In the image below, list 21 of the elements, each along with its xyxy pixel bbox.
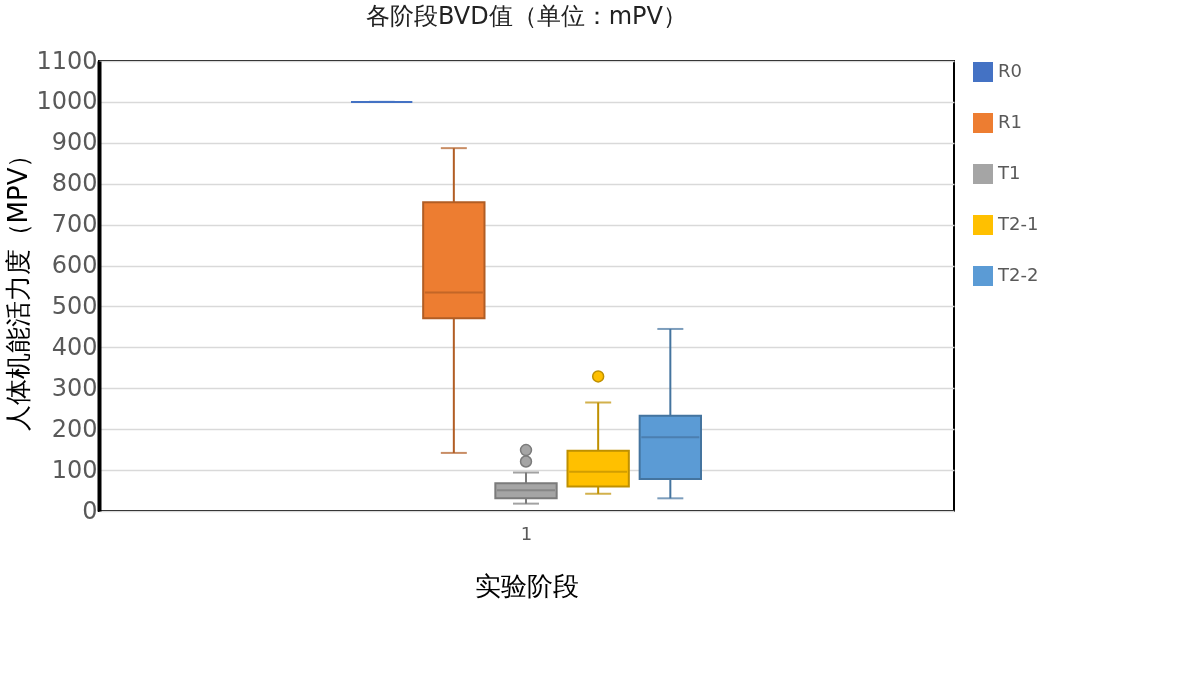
y-tick-label: 1100 (36, 46, 98, 75)
y-tick-label: 0 (82, 496, 98, 525)
y-tick-label: 400 (51, 332, 98, 361)
y-tick-label: 200 (51, 414, 98, 443)
y-tick-label: 900 (51, 128, 98, 157)
legend-label: R0 (998, 60, 1022, 81)
x-tick-label: 1 (520, 522, 533, 544)
y-tick-label: 1000 (36, 87, 98, 116)
chart-title: 各阶段BVD值（单位：mPV） (366, 2, 687, 30)
y-tick-label: 100 (51, 455, 98, 484)
legend-label: T2-2 (997, 264, 1039, 285)
legend-label: T2-1 (997, 213, 1039, 234)
y-tick-label: 800 (51, 169, 98, 198)
y-tick-label: 500 (51, 291, 98, 320)
x-axis-title: 实验阶段 (475, 570, 579, 601)
y-axis-title: 人体机能活力度（MPV） (3, 141, 34, 432)
y-tick-label: 700 (51, 210, 98, 239)
y-tick-label: 300 (51, 373, 98, 402)
legend-label: T1 (997, 162, 1021, 183)
y-tick-label: 600 (51, 251, 98, 280)
legend-label: R1 (998, 111, 1022, 132)
